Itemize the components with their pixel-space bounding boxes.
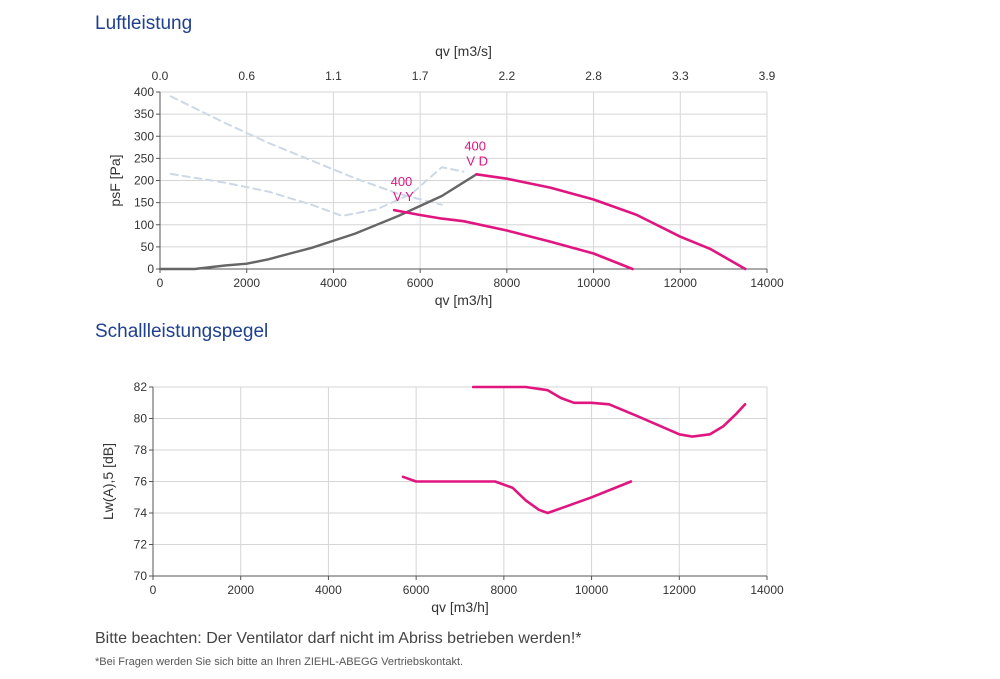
x-tick-label: 6000 (403, 583, 430, 597)
y-tick-label: 350 (134, 107, 154, 121)
y-tick-label: 70 (134, 569, 148, 583)
curve-label-speed: 400 (464, 138, 486, 153)
x-tick-label: 4000 (315, 583, 342, 597)
x-tick-label: 12000 (664, 276, 698, 290)
series-line-1 (169, 166, 465, 217)
y-tick-label: 100 (134, 218, 154, 232)
series-line-2 (158, 173, 478, 271)
x-tick-label: 14000 (750, 276, 784, 290)
x-tick-label: 14000 (750, 583, 784, 597)
series-line-0 (471, 385, 747, 438)
chart-title-luftleistung: Luftleistung (95, 13, 193, 34)
y-tick-label: 0 (147, 262, 154, 276)
x-tick-label: 10000 (577, 276, 611, 290)
x-axis-label: qv [m3/h] (435, 292, 493, 308)
x-tick-label: 10000 (575, 583, 609, 597)
y-tick-label: 78 (134, 443, 148, 457)
x-tick-label: 2000 (227, 583, 254, 597)
y-tick-label: 72 (134, 538, 148, 552)
y-tick-label: 50 (141, 240, 155, 254)
x2-tick-label: 3.3 (672, 69, 689, 83)
x2-tick-label: 2.2 (499, 69, 516, 83)
x-tick-label: 0 (157, 276, 164, 290)
x-tick-label: 2000 (233, 276, 260, 290)
y-tick-label: 200 (134, 174, 154, 188)
series-line-1 (401, 475, 633, 515)
y-tick-label: 76 (134, 475, 148, 489)
x2-tick-label: 1.1 (325, 69, 342, 83)
contact-footnote: *Bei Fragen werden Sie sich bitte an Ihr… (95, 656, 464, 668)
curve-label-connection: V Y (393, 189, 414, 204)
x2-tick-label: 0.0 (152, 69, 169, 83)
x-tick-label: 12000 (663, 583, 697, 597)
y-tick-label: 250 (134, 151, 154, 165)
chart-title-schallleistungspegel: Schallleistungspegel (95, 321, 269, 342)
warning-note: Bitte beachten: Der Ventilator darf nich… (95, 630, 582, 647)
x2-tick-label: 2.8 (585, 69, 602, 83)
y-tick-label: 150 (134, 196, 154, 210)
x-axis-label: qv [m3/h] (431, 599, 489, 615)
x-tick-label: 6000 (407, 276, 434, 290)
y-tick-label: 74 (134, 506, 148, 520)
x-tick-label: 4000 (320, 276, 347, 290)
y-tick-label: 82 (134, 380, 148, 394)
curve-label-speed: 400 (391, 174, 413, 189)
y-axis-label: Lw(A),5 [dB] (100, 443, 116, 520)
luftleistung-chart: 0 2000 4000 6000 8000 10000 12000 14000 0 50 100 15… (107, 43, 784, 308)
y-tick-label: 80 (134, 412, 148, 426)
y-tick-label: 300 (134, 129, 154, 143)
curve-label-connection: V D (466, 153, 488, 168)
x2-tick-label: 1.7 (412, 69, 429, 83)
series-line-0 (169, 95, 443, 206)
x-tick-label: 8000 (494, 276, 521, 290)
series-line-4 (475, 173, 747, 271)
series-line-3 (392, 208, 634, 271)
y-tick-label: 400 (134, 85, 154, 99)
x2-axis-label: qv [m3/s] (435, 43, 492, 59)
x2-tick-label: 3.9 (759, 69, 776, 83)
y-axis-label: psF [Pa] (107, 154, 123, 206)
x-tick-label: 8000 (491, 583, 518, 597)
x2-tick-label: 0.6 (238, 69, 255, 83)
x-tick-label: 0 (150, 583, 157, 597)
